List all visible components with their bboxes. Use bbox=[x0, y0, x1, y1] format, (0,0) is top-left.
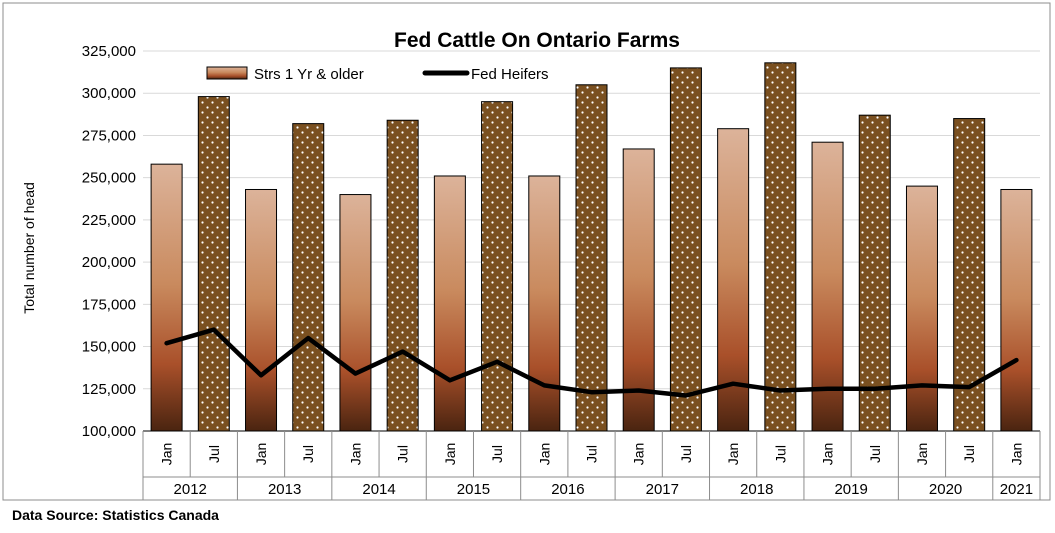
year-label: 2020 bbox=[929, 481, 962, 498]
legend-bar-label: Strs 1 Yr & older bbox=[254, 66, 364, 83]
bar bbox=[433, 175, 466, 432]
y-tick-label: 225,000 bbox=[82, 212, 136, 229]
y-tick-label: 325,000 bbox=[82, 43, 136, 60]
month-label: Jan bbox=[536, 443, 552, 466]
bar bbox=[622, 148, 655, 432]
month-label: Jul bbox=[678, 445, 694, 463]
chart-title: Fed Cattle On Ontario Farms bbox=[394, 29, 680, 52]
year-label: 2012 bbox=[174, 481, 207, 498]
fed-heifers-line bbox=[164, 327, 1019, 398]
month-label: Jul bbox=[395, 445, 411, 463]
bar bbox=[386, 119, 419, 432]
year-label: 2013 bbox=[268, 481, 301, 498]
y-tick-labels: 100,000 125,000 150,000 175,000 200,000 225,0… bbox=[82, 43, 136, 440]
month-label: Jul bbox=[961, 445, 977, 463]
legend-line-label: Fed Heifers bbox=[471, 66, 549, 83]
bar bbox=[197, 96, 230, 432]
month-label: Jan bbox=[914, 443, 930, 466]
bar bbox=[339, 194, 372, 432]
legend: Strs 1 Yr & older Fed Heifers bbox=[206, 66, 549, 83]
year-label: 2015 bbox=[457, 481, 490, 498]
month-label: Jan bbox=[1008, 443, 1024, 466]
y-tick-label: 100,000 bbox=[82, 423, 136, 440]
bar bbox=[953, 118, 986, 432]
data-source-note: Data Source: Statistics Canada bbox=[12, 507, 219, 523]
y-tick-label: 250,000 bbox=[82, 170, 136, 187]
y-tick-label: 125,000 bbox=[82, 381, 136, 398]
month-label: Jan bbox=[253, 443, 269, 466]
year-label: 2017 bbox=[646, 481, 679, 498]
month-label: Jul bbox=[584, 445, 600, 463]
month-label: Jan bbox=[159, 443, 175, 466]
bar bbox=[481, 101, 514, 432]
x-axis: Jan Jul Jan Jul Jan Jul Jan Jul Jan Jul Jan Jul Jan J… bbox=[142, 431, 1041, 500]
bar bbox=[575, 84, 608, 432]
month-label: Jan bbox=[820, 443, 836, 466]
month-label: Jan bbox=[725, 443, 741, 466]
bar bbox=[717, 128, 750, 432]
y-tick-label: 200,000 bbox=[82, 254, 136, 271]
month-label: Jul bbox=[300, 445, 316, 463]
year-label: 2016 bbox=[551, 481, 584, 498]
bar bbox=[669, 67, 702, 432]
month-label: Jul bbox=[867, 445, 883, 463]
year-label: 2021 bbox=[1000, 481, 1033, 498]
y-tick-label: 300,000 bbox=[82, 85, 136, 102]
bar bbox=[858, 114, 891, 432]
month-label: Jan bbox=[442, 443, 458, 466]
legend-bar-swatch bbox=[206, 66, 248, 80]
bar bbox=[150, 163, 183, 432]
month-label: Jul bbox=[206, 445, 222, 463]
month-label: Jan bbox=[631, 443, 647, 466]
month-label: Jul bbox=[772, 445, 788, 463]
month-label: Jan bbox=[347, 443, 363, 466]
year-label: 2019 bbox=[834, 481, 867, 498]
bar bbox=[245, 188, 278, 432]
bar bbox=[811, 141, 844, 432]
year-label: 2014 bbox=[362, 481, 395, 498]
month-label: Jul bbox=[489, 445, 505, 463]
y-axis-label: Total number of head bbox=[21, 182, 37, 314]
line-series bbox=[164, 327, 1019, 398]
bar bbox=[528, 175, 561, 432]
bar bbox=[1000, 188, 1033, 432]
bar bbox=[292, 123, 325, 432]
y-tick-label: 275,000 bbox=[82, 127, 136, 144]
y-tick-label: 175,000 bbox=[82, 296, 136, 313]
bar bbox=[905, 185, 938, 432]
bar bbox=[764, 62, 797, 432]
bars bbox=[150, 62, 1033, 432]
y-tick-label: 150,000 bbox=[82, 339, 136, 356]
year-label: 2018 bbox=[740, 481, 773, 498]
